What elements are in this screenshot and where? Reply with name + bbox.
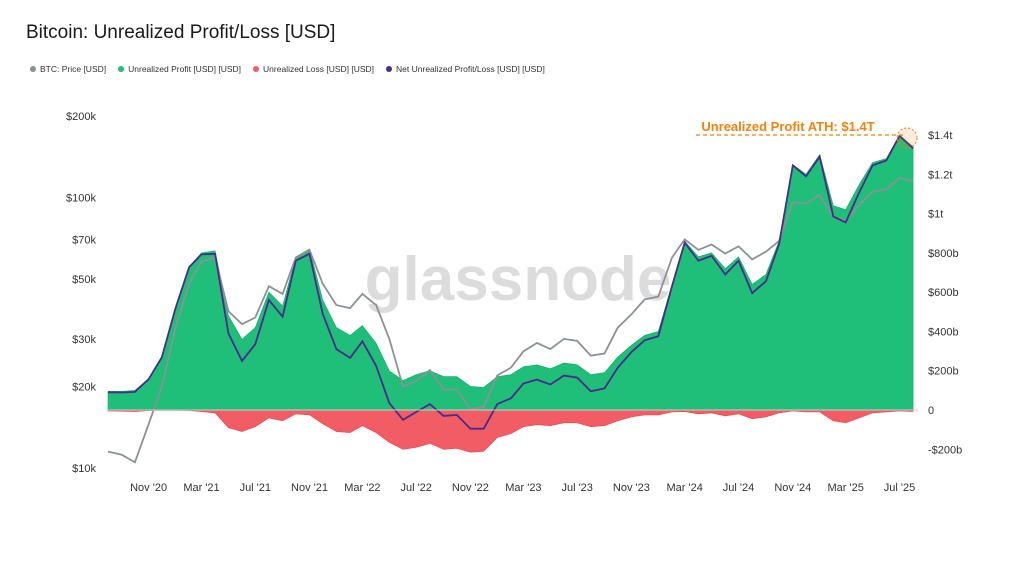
left-tick-label: $30k	[72, 334, 96, 346]
x-tick-label: Nov '24	[774, 482, 811, 494]
x-tick-label: Mar '25	[828, 482, 864, 494]
x-tick-label: Jul '25	[884, 482, 915, 494]
legend-item-unrealized-profit[interactable]: Unrealized Profit [USD] [USD]	[118, 64, 241, 74]
watermark-text: glassnode	[365, 245, 672, 314]
right-axis: -$200b 0 $200b $400b $600b $800b $1t $1.2t $1.4t	[928, 130, 962, 456]
legend-item-price[interactable]: BTC: Price [USD]	[30, 64, 106, 74]
left-tick-label: $50k	[72, 274, 96, 286]
legend-label-loss: Unrealized Loss [USD] [USD]	[263, 64, 375, 74]
ath-label: Unrealized Profit ATH: $1.4T	[701, 119, 874, 134]
legend-dot-net-icon	[386, 66, 393, 72]
right-tick-label: $400b	[928, 326, 959, 338]
unrealized-profit-layer	[107, 134, 914, 411]
x-tick-label: Mar '24	[667, 482, 703, 494]
legend-item-net-unrealized[interactable]: Net Unrealized Profit/Loss [USD] [USD]	[386, 64, 545, 74]
x-tick-label: Jul '23	[561, 482, 592, 494]
legend-label-profit: Unrealized Profit [USD] [USD]	[128, 64, 242, 74]
right-tick-label: $200b	[928, 366, 959, 378]
x-axis: Nov '20 Mar '21 Jul '21 Nov '21 Mar '22 Jul '…	[130, 482, 915, 494]
legend-item-unrealized-loss[interactable]: Unrealized Loss [USD] [USD]	[253, 64, 374, 74]
ath-marker-circle	[896, 127, 918, 149]
right-tick-label: $1.4t	[928, 130, 952, 142]
right-tick-label: 0	[928, 405, 934, 417]
left-tick-label: $10k	[72, 463, 96, 475]
left-tick-label: $100k	[66, 192, 96, 204]
unrealized-profit-area	[107, 134, 914, 411]
right-tick-label: -$200b	[928, 444, 962, 456]
unrealized-loss-layer	[107, 409, 914, 453]
x-tick-label: Nov '23	[613, 482, 650, 494]
right-tick-label: $1.2t	[928, 169, 952, 181]
legend-label-net: Net Unrealized Profit/Loss [USD] [USD]	[396, 64, 545, 74]
left-tick-label: $70k	[72, 234, 96, 246]
legend-dot-price-icon	[30, 66, 36, 72]
legend-dot-profit-icon	[118, 66, 125, 72]
x-tick-label: Jul '22	[400, 482, 431, 494]
x-tick-label: Mar '22	[344, 482, 380, 494]
left-tick-label: $200k	[66, 111, 96, 123]
legend-label-price: BTC: Price [USD]	[40, 64, 107, 74]
x-tick-label: Jul '21	[240, 482, 271, 494]
x-tick-label: Jul '24	[723, 482, 754, 494]
ath-annotation: Unrealized Profit ATH: $1.4T	[696, 119, 918, 149]
net-unrealized-layer	[107, 134, 914, 430]
x-tick-label: Nov '22	[452, 482, 489, 494]
chart-legend: BTC: Price [USD] Unrealized Profit [USD]…	[30, 64, 545, 74]
right-tick-label: $600b	[928, 287, 959, 299]
x-tick-label: Nov '20	[130, 482, 167, 494]
left-axis: $10k $20k $30k $50k $70k $100k $200k	[66, 111, 96, 475]
x-tick-label: Mar '23	[505, 482, 541, 494]
x-tick-label: Mar '21	[183, 482, 219, 494]
legend-dot-loss-icon	[253, 66, 260, 72]
x-tick-label: Nov '21	[291, 482, 328, 494]
net-unrealized-line	[107, 134, 914, 430]
left-tick-label: $20k	[72, 382, 96, 394]
unrealized-loss-area	[107, 409, 914, 453]
chart-title: Bitcoin: Unrealized Profit/Loss [USD]	[26, 22, 336, 43]
right-tick-label: $800b	[928, 248, 959, 260]
right-tick-label: $1t	[928, 209, 943, 221]
